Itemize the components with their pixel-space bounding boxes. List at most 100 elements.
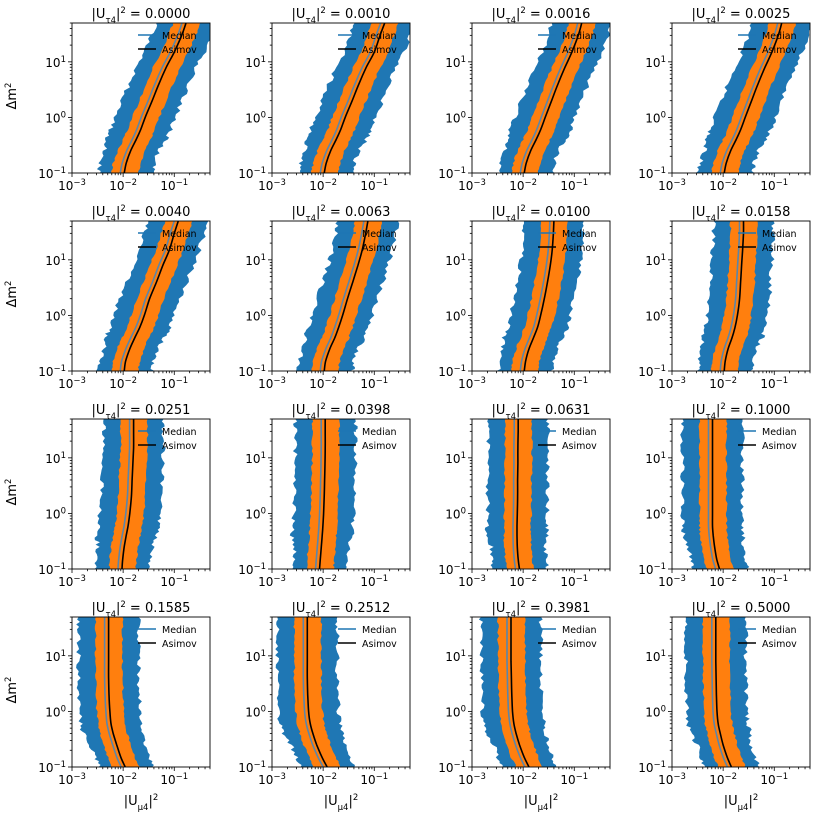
plot-area bbox=[680, 419, 750, 569]
legend-asimov-label: Asimov bbox=[762, 639, 797, 650]
x-tick-label: 10−2 bbox=[709, 178, 737, 193]
x-tick-label: 10−3 bbox=[658, 178, 686, 193]
axes-frame bbox=[271, 418, 411, 570]
legend-median-label: Median bbox=[362, 229, 397, 240]
legend-median-label: Median bbox=[762, 625, 797, 636]
x-tick-label: 10−1 bbox=[760, 574, 788, 589]
x-tick-label: 10−1 bbox=[360, 574, 388, 589]
median-line bbox=[719, 221, 741, 371]
median-line bbox=[302, 617, 324, 767]
plot-area bbox=[275, 617, 355, 767]
panel-title: |Uτ4|2 = 0.0251 bbox=[92, 402, 191, 422]
legend-asimov-label: Asimov bbox=[162, 639, 197, 650]
legend-median-label: Median bbox=[762, 31, 797, 42]
legend-median-label: Median bbox=[162, 31, 197, 42]
y-tick-label: 100 bbox=[645, 110, 666, 125]
legend-median-label: Median bbox=[562, 31, 597, 42]
panel-title: |Uτ4|2 = 0.0631 bbox=[492, 402, 591, 422]
y-tick-label: 10−1 bbox=[438, 364, 466, 379]
asimov-line bbox=[123, 23, 187, 173]
legend-asimov-label: Asimov bbox=[562, 243, 597, 254]
x-tick-label: 10−1 bbox=[760, 178, 788, 193]
inner-band bbox=[511, 221, 568, 371]
median-line bbox=[512, 419, 517, 569]
panel-title: |Uτ4|2 = 0.0016 bbox=[492, 6, 591, 26]
y-tick-label: 100 bbox=[645, 506, 666, 521]
x-tick-label: 10−3 bbox=[658, 574, 686, 589]
median-line bbox=[314, 419, 323, 569]
plot-area bbox=[76, 617, 154, 767]
x-tick-label: 10−2 bbox=[709, 574, 737, 589]
legend-asimov-label: Asimov bbox=[362, 441, 397, 452]
x-tick-label: 10−2 bbox=[309, 376, 337, 391]
median-line bbox=[707, 419, 717, 569]
panel: 10−3 10−2 10−1 10−1 100 101 |Uτ4|2 = 0.5000 Med… bbox=[638, 600, 811, 813]
y-tick-label: 101 bbox=[445, 55, 466, 70]
inner-band bbox=[94, 617, 141, 767]
y-tick-label: 101 bbox=[245, 451, 266, 466]
y-tick-label: 101 bbox=[645, 451, 666, 466]
y-tick-label: 101 bbox=[45, 451, 66, 466]
plot-area bbox=[683, 617, 760, 767]
axes-frame bbox=[671, 616, 811, 768]
axes-frame bbox=[71, 220, 211, 372]
panel-title: |Uτ4|2 = 0.2512 bbox=[292, 600, 391, 620]
asimov-line bbox=[523, 221, 555, 371]
median-line bbox=[519, 23, 579, 173]
x-tick-label: 10−3 bbox=[58, 772, 86, 787]
legend-median-label: Median bbox=[362, 31, 397, 42]
y-tick-label: 10−1 bbox=[638, 760, 666, 775]
plot-area bbox=[496, 221, 586, 371]
median-line bbox=[119, 23, 183, 173]
y-tick-label: 100 bbox=[645, 308, 666, 323]
median-line bbox=[119, 221, 176, 371]
x-tick-label: 10−3 bbox=[458, 178, 486, 193]
panel: 10−3 10−2 10−1 10−1 100 101 |Uτ4|2 = 0.0016 Med… bbox=[438, 6, 611, 193]
x-tick-label: 10−2 bbox=[509, 772, 537, 787]
inner-band bbox=[108, 419, 149, 569]
y-tick-label: 100 bbox=[445, 506, 466, 521]
x-tick-label: 10−3 bbox=[58, 376, 86, 391]
median-line bbox=[506, 617, 526, 767]
panel-title: |Uτ4|2 = 0.0398 bbox=[292, 402, 391, 422]
panel: 10−3 10−2 10−1 10−1 100 101 |Uτ4|2 = 0.0010 Med… bbox=[238, 6, 411, 193]
y-tick-label: 101 bbox=[645, 253, 666, 268]
legend-asimov-label: Asimov bbox=[762, 441, 797, 452]
x-axis-label: |Uμ4|2 bbox=[124, 793, 159, 813]
x-tick-label: 10−1 bbox=[760, 376, 788, 391]
x-tick-label: 10−2 bbox=[109, 574, 137, 589]
legend-asimov-label: Asimov bbox=[162, 243, 197, 254]
y-tick-label: 100 bbox=[45, 308, 66, 323]
y-tick-label: 100 bbox=[45, 110, 66, 125]
x-tick-label: 10−3 bbox=[658, 376, 686, 391]
x-tick-label: 10−3 bbox=[258, 574, 286, 589]
y-tick-label: 10−1 bbox=[438, 166, 466, 181]
y-axis-label: Δm2 bbox=[4, 677, 20, 704]
inner-band bbox=[711, 23, 796, 173]
x-tick-label: 10−3 bbox=[58, 178, 86, 193]
axes-frame bbox=[471, 220, 611, 372]
median-line bbox=[319, 221, 365, 371]
x-tick-label: 10−3 bbox=[58, 574, 86, 589]
asimov-line bbox=[523, 23, 583, 173]
y-tick-label: 101 bbox=[645, 649, 666, 664]
panel: 10−3 10−2 10−1 10−1 100 101 |Uτ4|2 = 0.0100 Med… bbox=[438, 204, 611, 391]
x-tick-label: 10−1 bbox=[560, 574, 588, 589]
y-tick-label: 101 bbox=[645, 55, 666, 70]
y-tick-label: 10−1 bbox=[238, 166, 266, 181]
legend-median-label: Median bbox=[162, 625, 197, 636]
y-tick-label: 100 bbox=[245, 308, 266, 323]
axes-frame bbox=[271, 220, 411, 372]
x-tick-label: 10−1 bbox=[360, 178, 388, 193]
y-tick-label: 100 bbox=[245, 704, 266, 719]
x-tick-label: 10−2 bbox=[509, 376, 537, 391]
asimov-line bbox=[323, 221, 369, 371]
y-tick-label: 101 bbox=[45, 55, 66, 70]
plot-area bbox=[296, 221, 400, 371]
asimov-line bbox=[715, 617, 733, 767]
axes-frame bbox=[471, 22, 611, 174]
inner-band bbox=[311, 221, 382, 371]
plot-area bbox=[696, 221, 776, 371]
inner-band bbox=[293, 617, 341, 767]
plot-area bbox=[499, 23, 610, 173]
